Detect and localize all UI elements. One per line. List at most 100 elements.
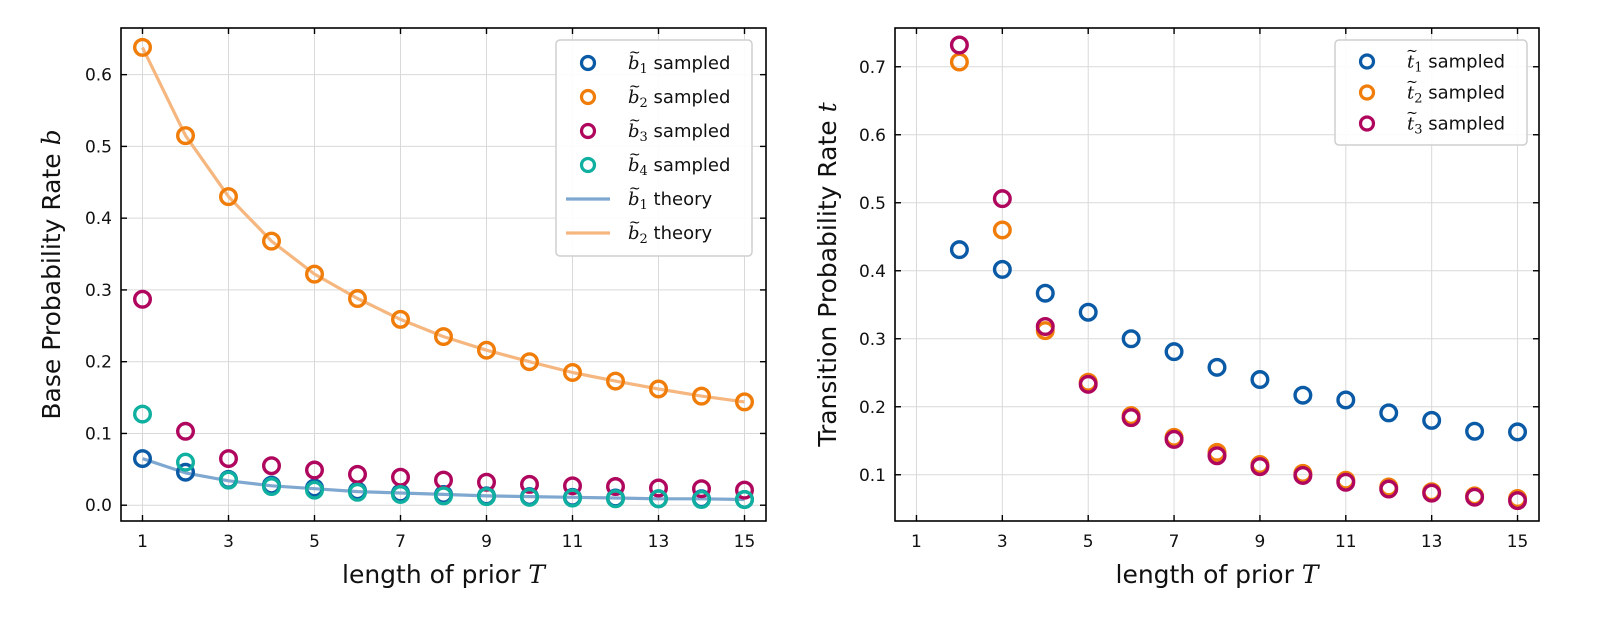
- x-tick-label: 5: [1083, 532, 1094, 552]
- x-tick-label: 15: [734, 532, 756, 552]
- data-point: [132, 289, 152, 309]
- data-point: [262, 456, 282, 476]
- data-point: [1336, 472, 1356, 492]
- axes-frame: [894, 27, 1540, 522]
- x-tick-label: 1: [137, 532, 148, 552]
- data-point: [1379, 403, 1399, 423]
- y-axis-label: Base Probability Rate b: [37, 129, 66, 419]
- data-point: [563, 362, 583, 382]
- legend-label: b2 sampled: [628, 87, 730, 111]
- tilde-accent: ~: [629, 113, 641, 129]
- data-point: [1207, 446, 1227, 466]
- tilde-accent: ~: [1406, 44, 1418, 60]
- data-point: [1164, 342, 1184, 362]
- y-axis-label: Transition Probability Rate t: [813, 101, 842, 447]
- x-tick-label: 9: [481, 532, 492, 552]
- data-point: [1078, 302, 1098, 322]
- data-point: [434, 486, 454, 506]
- data-point: [1336, 390, 1356, 410]
- data-point: [305, 264, 325, 284]
- data-point: [477, 487, 497, 507]
- x-tick-label: 3: [997, 532, 1008, 552]
- data-point: [1508, 422, 1528, 442]
- data-point: [434, 327, 454, 347]
- data-point: [992, 259, 1012, 279]
- data-point: [1422, 410, 1442, 430]
- data-point: [949, 52, 969, 72]
- series-b2-sampled: [132, 37, 755, 412]
- x-axis-label: length of prior T: [1116, 560, 1321, 589]
- x-tick-label: 1: [911, 532, 922, 552]
- legend-label: t3 sampled: [1407, 114, 1505, 138]
- data-point: [1164, 429, 1184, 449]
- data-point: [132, 37, 152, 57]
- series-t1-sampled: [949, 240, 1528, 442]
- data-point: [1035, 317, 1055, 337]
- y-tick-label: 0.1: [85, 424, 112, 444]
- tilde-accent: ~: [629, 45, 641, 61]
- legend-marker: [579, 88, 597, 106]
- legend-marker: [1358, 53, 1376, 70]
- legend-label: b1 theory: [628, 189, 712, 213]
- data-point: [1508, 491, 1528, 511]
- y-tick-label: 0.3: [859, 330, 886, 350]
- series-t3-sampled: [949, 35, 1528, 511]
- data-point: [1379, 479, 1399, 499]
- y-tick-label: 0.2: [859, 398, 886, 418]
- y-tick-label: 0.1: [859, 466, 886, 486]
- legend-label: t2 sampled: [1407, 83, 1505, 107]
- data-point: [1207, 357, 1227, 377]
- data-point: [132, 449, 152, 469]
- data-point: [218, 470, 238, 490]
- data-point: [1293, 385, 1313, 405]
- data-point: [692, 386, 712, 406]
- data-point: [305, 460, 325, 480]
- y-tick-label: 0.6: [85, 66, 112, 86]
- legend-marker: [579, 54, 597, 72]
- tilde-accent: ~: [1406, 106, 1418, 122]
- data-point: [649, 489, 669, 509]
- x-tick-label: 7: [1169, 532, 1180, 552]
- data-point: [175, 421, 195, 441]
- data-point: [606, 489, 626, 509]
- data-point: [520, 352, 540, 372]
- data-point: [348, 289, 368, 309]
- legend-box: [1334, 39, 1528, 146]
- data-point: [175, 126, 195, 146]
- data-point: [477, 340, 497, 360]
- data-point: [218, 187, 238, 207]
- data-point: [262, 477, 282, 497]
- data-point: [692, 489, 712, 509]
- y-tick-label: 0.6: [859, 126, 886, 146]
- x-tick-label: 5: [309, 532, 320, 552]
- x-tick-label: 11: [562, 532, 584, 552]
- data-point: [949, 240, 969, 260]
- data-point: [1465, 487, 1485, 507]
- data-point: [735, 489, 755, 509]
- data-point: [1293, 465, 1313, 485]
- data-point: [520, 487, 540, 507]
- series-line-b2-theory: [141, 46, 745, 404]
- y-tick-label: 0.3: [85, 281, 112, 301]
- data-point: [563, 476, 583, 496]
- series-b4-sampled: [132, 404, 755, 509]
- y-tick-label: 0.7: [859, 58, 886, 78]
- data-point: [175, 462, 195, 482]
- data-point: [1035, 283, 1055, 303]
- data-point: [649, 379, 669, 399]
- data-point: [606, 371, 626, 391]
- data-point: [348, 464, 368, 484]
- data-point: [735, 392, 755, 412]
- data-point: [692, 479, 712, 499]
- x-tick-label: 7: [395, 532, 406, 552]
- data-point: [606, 477, 626, 497]
- tilde-accent: ~: [1406, 75, 1418, 91]
- data-point: [1250, 370, 1270, 390]
- x-tick-label: 11: [1335, 532, 1357, 552]
- data-point: [1121, 329, 1141, 349]
- data-point: [563, 488, 583, 508]
- x-tick-label: 9: [1255, 532, 1266, 552]
- x-axis-label: length of prior T: [342, 560, 547, 589]
